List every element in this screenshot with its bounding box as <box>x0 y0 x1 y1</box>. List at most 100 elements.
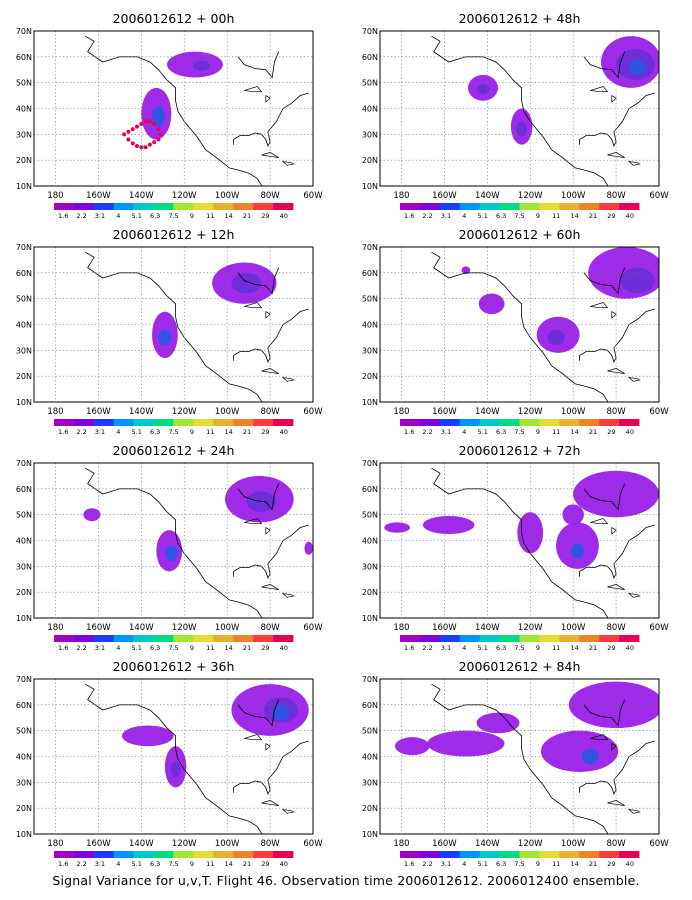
colorbar-label: 5.1 <box>132 644 142 652</box>
x-tick-label: 60W <box>649 191 669 201</box>
colorbar-label: 6.3 <box>496 860 506 868</box>
colorbar-label: 7.5 <box>168 644 178 652</box>
colorbar-swatch <box>54 635 75 642</box>
observation-marker <box>156 137 161 142</box>
plot-frame <box>33 678 314 835</box>
coastline <box>244 86 263 93</box>
colorbar-swatch <box>479 851 500 858</box>
y-tick-label: 30N <box>362 346 378 355</box>
panel: 2006012612 + 60h 10N 20N 30N 40N 50N 60N 70N 180… <box>362 227 669 436</box>
colorbar-swatch <box>559 203 580 210</box>
colorbar-swatch <box>233 635 254 642</box>
variance-region <box>573 470 659 518</box>
colorbar-label: 9 <box>190 428 194 436</box>
x-tick-label: 80W <box>260 623 280 633</box>
x-tick-label: 180 <box>47 407 63 417</box>
colorbar-label: 2.2 <box>422 860 432 868</box>
y-tick-label: 60N <box>16 269 32 278</box>
colorbar-label: 40 <box>280 644 288 652</box>
colorbar-swatch <box>113 419 135 426</box>
observation-marker <box>152 140 157 145</box>
panel: 2006012612 + 36h 10N 20N 30N 40N 50N 60N 70N 180… <box>16 659 323 868</box>
y-tick-label: 20N <box>362 588 378 597</box>
colorbar-swatch <box>619 851 640 858</box>
x-tick-label: 180 <box>393 839 409 849</box>
plot-area <box>34 463 313 618</box>
colorbar-label: 9 <box>190 644 194 652</box>
colorbar-label: 11 <box>552 860 560 868</box>
y-tick-label: 30N <box>362 778 378 787</box>
colorbar-label: 5.1 <box>478 860 488 868</box>
colorbar-label: 2.2 <box>76 212 86 220</box>
colorbar-swatch <box>559 635 580 642</box>
x-tick-label: 140W <box>475 839 500 849</box>
y-tick-label: 50N <box>16 511 32 520</box>
coastline <box>590 302 609 309</box>
coastline <box>281 808 295 814</box>
colorbar-swatch <box>519 419 540 426</box>
panel-title: 2006012612 + 84h <box>459 659 581 674</box>
colorbar-label: 14 <box>571 860 579 868</box>
colorbar-swatch <box>599 203 620 210</box>
colorbar-label: 3.1 <box>95 860 105 868</box>
y-tick-label: 30N <box>16 346 32 355</box>
colorbar-swatch <box>419 419 441 426</box>
y-tick-label: 70N <box>362 675 378 684</box>
colorbar-label: 40 <box>626 644 634 652</box>
panel: 2006012612 + 00h 10N 20N 30N 40N 50N 60N 70N 180… <box>16 11 323 220</box>
coastline <box>611 94 617 103</box>
y-tick-label: 30N <box>362 130 378 139</box>
coastline <box>431 251 609 402</box>
coastline <box>281 592 295 598</box>
colorbar-label: 29 <box>607 644 615 652</box>
variance-region <box>547 329 565 346</box>
x-tick-label: 60W <box>649 839 669 849</box>
observation-marker <box>135 124 140 129</box>
colorbar-swatch <box>579 419 600 426</box>
colorbar-swatch <box>519 851 540 858</box>
colorbar-label: 21 <box>243 212 251 220</box>
colorbar-label: 9 <box>536 428 540 436</box>
colorbar-swatch <box>499 203 520 210</box>
coastline <box>237 699 280 727</box>
x-tick-label: 60W <box>649 407 669 417</box>
colorbar-swatch <box>519 203 540 210</box>
variance-region <box>246 491 277 513</box>
x-tick-label: 100W <box>215 623 240 633</box>
colorbar-label: 7.5 <box>514 212 524 220</box>
panel: 2006012612 + 48h 10N 20N 30N 40N 50N 60N 70N 180… <box>362 11 669 220</box>
colorbar-label: 14 <box>225 212 233 220</box>
x-tick-label: 120W <box>172 839 197 849</box>
coastline <box>611 310 617 319</box>
y-tick-label: 10N <box>362 398 378 407</box>
colorbar-swatch <box>193 635 214 642</box>
x-tick-label: 60W <box>303 407 323 417</box>
coastline <box>281 376 295 382</box>
y-tick-label: 60N <box>362 269 378 278</box>
colorbar-swatch <box>439 203 461 210</box>
coastline <box>233 308 309 363</box>
coastline <box>627 592 641 598</box>
coastline <box>583 51 626 79</box>
y-tick-label: 20N <box>16 372 32 381</box>
y-tick-label: 20N <box>362 804 378 813</box>
variance-region <box>516 121 528 137</box>
colorbar-label: 4 <box>462 860 466 868</box>
plot-area <box>34 679 313 834</box>
coastline <box>431 683 609 834</box>
y-tick-label: 10N <box>362 830 378 839</box>
y-tick-label: 50N <box>16 727 32 736</box>
colorbar-label: 14 <box>571 212 579 220</box>
colorbar-swatch <box>439 419 461 426</box>
colorbar-swatch <box>479 203 500 210</box>
colorbar-label: 7.5 <box>168 860 178 868</box>
variance-region <box>158 329 172 346</box>
colorbar-swatch <box>519 635 540 642</box>
x-tick-label: 160W <box>432 839 457 849</box>
coastline <box>237 267 280 295</box>
x-tick-label: 80W <box>606 407 626 417</box>
colorbar-label: 11 <box>552 644 560 652</box>
x-tick-label: 160W <box>86 407 111 417</box>
colorbar-swatch <box>73 635 95 642</box>
